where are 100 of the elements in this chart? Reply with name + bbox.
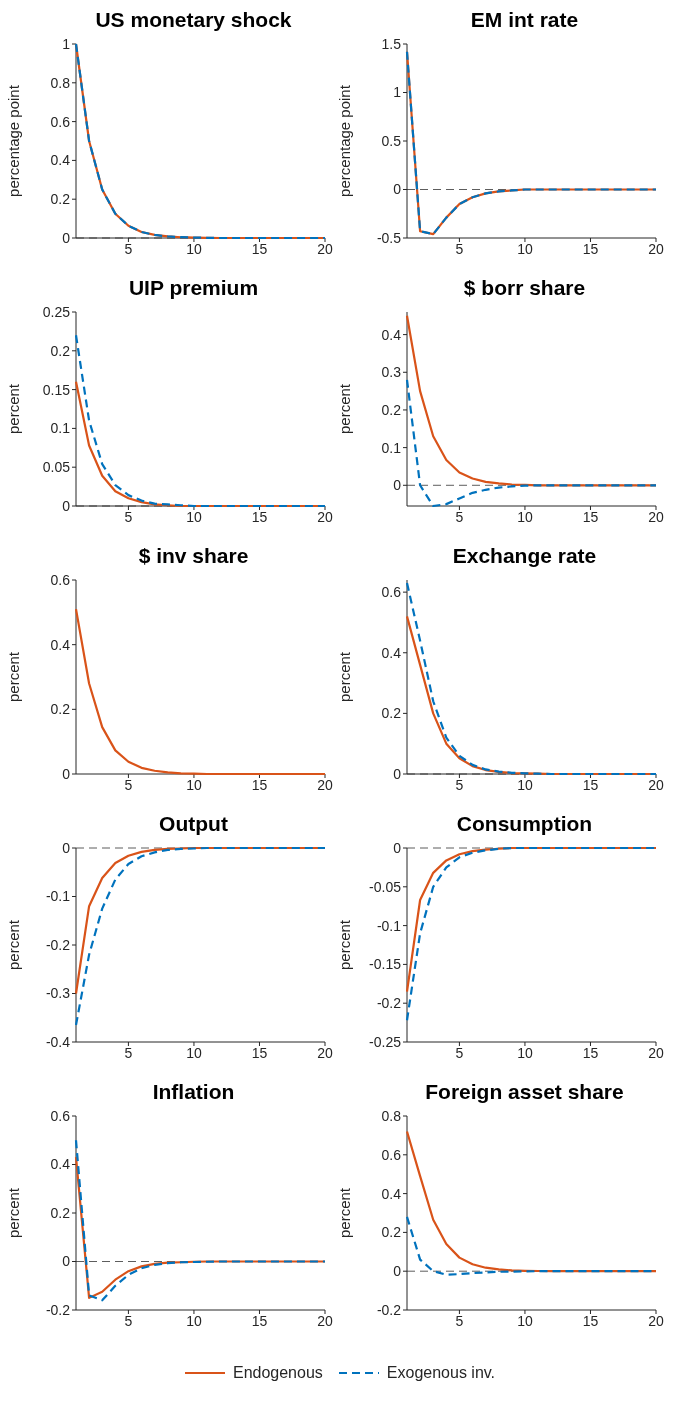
legend-label: Endogenous <box>232 1364 323 1382</box>
line-series <box>405 846 658 993</box>
y-tick-label: -0.4 <box>45 1033 71 1050</box>
y-tick-label: 1 <box>393 84 402 101</box>
y-tick-label: 0 <box>62 765 71 782</box>
x-tick-label: 5 <box>124 1312 133 1329</box>
chart-title: US monetary shock <box>94 8 293 33</box>
x-tick-label: 10 <box>517 1044 533 1061</box>
x-tick-label: 20 <box>317 240 333 257</box>
x-tick-label: 10 <box>186 1312 202 1329</box>
y-tick-label: 0.1 <box>381 439 402 456</box>
y-axis-title: percentage point <box>5 84 23 197</box>
y-tick-label: -0.1 <box>45 888 71 905</box>
y-tick-label: 0.6 <box>50 1107 71 1124</box>
y-tick-label: 1.5 <box>381 35 402 52</box>
x-tick-label: 15 <box>251 508 268 525</box>
y-tick-label: -0.25 <box>369 1033 402 1050</box>
y-tick-label: 0.8 <box>381 1107 402 1124</box>
y-tick-label: 0.25 <box>42 303 71 320</box>
chart-title: Consumption <box>455 812 594 837</box>
x-tick-label: 5 <box>124 1044 133 1061</box>
x-tick-label: 15 <box>251 240 268 257</box>
x-tick-label: 20 <box>648 776 664 793</box>
y-tick-label: 0.4 <box>50 152 71 169</box>
line-series <box>405 1130 658 1273</box>
y-tick-label: -0.05 <box>369 878 402 895</box>
y-tick-label: -0.2 <box>376 1301 402 1318</box>
y-tick-label: 0.4 <box>50 636 71 653</box>
chart-title: Output <box>158 812 229 837</box>
y-axis-title: percent <box>5 1187 23 1239</box>
x-tick-label: 5 <box>455 240 464 257</box>
x-tick-label: 5 <box>455 1044 464 1061</box>
x-tick-label: 5 <box>455 508 464 525</box>
y-axis-title: percent <box>5 919 23 971</box>
chart-title: $ borr share <box>462 276 587 301</box>
y-axis-title: percent <box>5 383 23 435</box>
y-tick-label: 0.2 <box>50 1204 71 1221</box>
y-tick-label: 0.8 <box>50 74 71 91</box>
x-tick-label: 10 <box>186 776 202 793</box>
y-tick-label: 0.2 <box>381 705 402 722</box>
x-tick-label: 10 <box>517 508 533 525</box>
y-axis-title: percent <box>5 651 23 703</box>
x-tick-label: 10 <box>186 508 202 525</box>
y-tick-label: 0.2 <box>381 1224 402 1241</box>
x-tick-label: 5 <box>124 508 133 525</box>
y-tick-label: 0 <box>393 181 402 198</box>
chart-title: UIP premium <box>127 276 260 301</box>
x-tick-label: 20 <box>648 240 664 257</box>
y-tick-label: -0.1 <box>376 917 402 934</box>
y-tick-label: 0.3 <box>381 364 402 381</box>
x-tick-label: 20 <box>648 1312 664 1329</box>
y-tick-label: 0.2 <box>50 342 71 359</box>
y-tick-label: 0 <box>62 1253 71 1270</box>
y-tick-label: 0 <box>393 765 402 782</box>
x-tick-label: 15 <box>582 1312 599 1329</box>
y-tick-label: -0.2 <box>45 936 71 953</box>
x-tick-label: 20 <box>317 1044 333 1061</box>
y-tick-label: -0.5 <box>376 229 402 246</box>
x-tick-label: 20 <box>648 508 664 525</box>
y-tick-label: 0.6 <box>50 113 71 130</box>
y-tick-label: 0.15 <box>42 381 71 398</box>
y-tick-label: 0.4 <box>50 1156 71 1173</box>
x-tick-label: 20 <box>648 1044 664 1061</box>
y-axis-title: percent <box>336 919 354 971</box>
x-tick-label: 5 <box>124 240 133 257</box>
y-tick-label: 0.4 <box>381 326 402 343</box>
x-tick-label: 20 <box>317 776 333 793</box>
y-axis-title: percent <box>336 1187 354 1239</box>
x-tick-label: 5 <box>455 1312 464 1329</box>
y-tick-label: 0.2 <box>50 701 71 718</box>
chart-title: $ inv share <box>137 544 250 569</box>
y-tick-label: -0.2 <box>45 1301 71 1318</box>
y-tick-label: 0 <box>393 1263 402 1280</box>
x-tick-label: 15 <box>251 776 268 793</box>
y-tick-label: -0.15 <box>369 956 402 973</box>
x-tick-label: 15 <box>582 508 599 525</box>
y-tick-label: 0.4 <box>381 1185 402 1202</box>
x-tick-label: 10 <box>517 1312 533 1329</box>
chart-title: Exchange rate <box>451 544 598 569</box>
y-tick-label: 0.05 <box>42 459 71 476</box>
x-tick-label: 15 <box>251 1044 268 1061</box>
y-tick-label: -0.2 <box>376 995 402 1012</box>
y-tick-label: -0.3 <box>45 985 71 1002</box>
y-axis-title: percent <box>336 383 354 435</box>
x-tick-label: 10 <box>186 240 202 257</box>
y-tick-label: 0 <box>62 229 71 246</box>
x-tick-label: 20 <box>317 1312 333 1329</box>
y-tick-label: 0.2 <box>50 191 71 208</box>
x-tick-label: 10 <box>517 240 533 257</box>
y-tick-label: 0 <box>62 497 71 514</box>
x-tick-label: 15 <box>251 1312 268 1329</box>
legend-label: Exogenous inv. <box>386 1364 496 1382</box>
y-tick-label: 0.2 <box>381 401 402 418</box>
x-tick-label: 10 <box>517 776 533 793</box>
y-tick-label: 0 <box>393 477 402 494</box>
y-axis-title: percentage point <box>336 84 354 197</box>
x-tick-label: 10 <box>186 1044 202 1061</box>
y-tick-label: 0.6 <box>381 1146 402 1163</box>
y-tick-label: 0.6 <box>381 584 402 601</box>
y-tick-label: 1 <box>62 35 71 52</box>
